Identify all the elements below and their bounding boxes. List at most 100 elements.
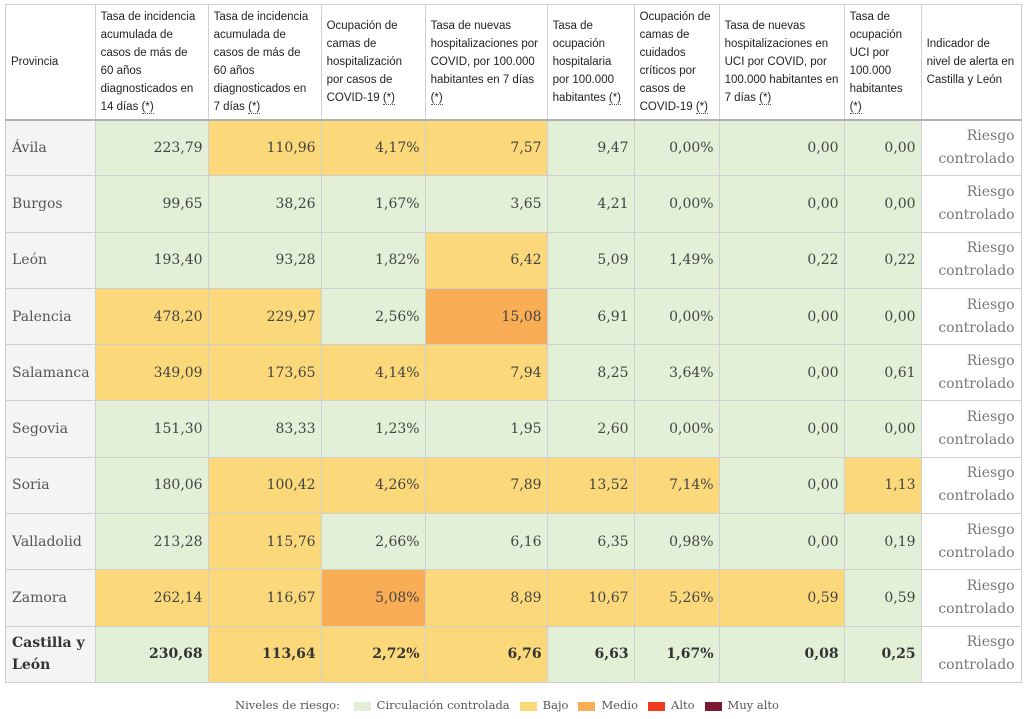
indicator-cell: 13,52	[546, 456, 635, 515]
alert-level-cell: Riesgo controlado	[920, 175, 1022, 233]
indicator-cell: 2,56%	[320, 287, 426, 346]
indicator-cell: 10,67	[546, 569, 635, 627]
indicator-cell: 0,00%	[633, 400, 720, 458]
legend-label: Circulación controlada	[376, 698, 510, 712]
column-header-label: Indicador de nivel de alerta en Castilla…	[926, 37, 1015, 86]
indicator-cell: 0,00%	[633, 175, 720, 233]
province-cell: Segovia	[5, 400, 96, 458]
province-cell: Soria	[5, 456, 96, 515]
indicator-cell: 0,00	[843, 400, 922, 458]
column-header-label: Ocupación de camas de hospitalización po…	[326, 19, 403, 104]
legend-swatch	[519, 701, 537, 711]
province-cell: Castilla y León	[5, 625, 96, 683]
indicator-cell: 0,00	[718, 456, 845, 515]
indicator-cell: 2,72%	[320, 625, 426, 683]
column-header: Tasa de ocupación UCI por 100.000 habita…	[843, 4, 922, 121]
indicator-cell: 1,95	[424, 400, 548, 458]
indicator-cell: 6,35	[546, 513, 635, 571]
indicator-cell: 0,61	[843, 344, 922, 402]
footnote-marker[interactable]: (*)	[382, 91, 395, 105]
footnote-marker[interactable]: (*)	[695, 100, 708, 114]
table-row: Zamora 262,14 116,67 5,08% 8,89 10,67 5,26% 0,5…	[5, 569, 1022, 627]
indicator-cell: 0,00	[718, 287, 845, 346]
indicator-cell: 116,67	[207, 569, 322, 627]
table-row: Ávila 223,79 110,96 4,17% 7,57 9,47 0,00% 0,00 0…	[5, 118, 1022, 177]
alert-level-cell: Riesgo controlado	[920, 400, 1022, 458]
indicator-cell: 0,00%	[633, 287, 720, 346]
total-row: Castilla y León 230,68 113,64 2,72% 6,76 6,63…	[5, 625, 1022, 683]
legend-item: Circulación controlada	[353, 698, 510, 712]
indicator-cell: 0,00%	[633, 118, 720, 177]
indicator-cell: 113,64	[207, 625, 322, 683]
column-header: Provincia	[5, 4, 96, 121]
indicator-cell: 0,59	[843, 569, 922, 627]
table-row: Soria 180,06 100,42 4,26% 7,89 13,52 7,14% 0,00…	[5, 456, 1022, 515]
footnote-marker[interactable]: (*)	[248, 100, 261, 114]
legend-item: Medio	[578, 698, 638, 712]
alert-level-cell: Riesgo controlado	[920, 513, 1022, 571]
footnote-marker[interactable]: (*)	[141, 100, 154, 114]
indicator-cell: 0,00	[718, 344, 845, 402]
indicator-cell: 0,19	[843, 513, 922, 571]
legend-item: Bajo	[519, 698, 569, 712]
table-body: Ávila 223,79 110,96 4,17% 7,57 9,47 0,00% 0,00 0…	[5, 118, 1022, 683]
legend-swatch	[704, 701, 722, 711]
indicator-cell: 115,76	[207, 513, 322, 571]
alert-level-cell: Riesgo controlado	[920, 231, 1022, 289]
column-header-label: Tasa de nuevas hospitalizaciones por COV…	[430, 19, 538, 86]
indicator-cell: 223,79	[94, 118, 209, 177]
indicator-cell: 2,60	[546, 400, 635, 458]
indicators-table-container: Provincia Tasa de incidencia acumulada de…	[5, 4, 1022, 683]
table-row: Burgos 99,65 38,26 1,67% 3,65 4,21 0,00% 0,00 0,…	[5, 175, 1022, 233]
indicator-cell: 0,98%	[633, 513, 720, 571]
column-header-label: Provincia	[11, 55, 59, 68]
column-header: Tasa de ocupación hospitalaria por 100.0…	[546, 4, 635, 121]
indicator-cell: 4,14%	[320, 344, 426, 402]
column-header: Ocupación de camas de hospitalización po…	[320, 4, 426, 121]
footnote-marker[interactable]: (*)	[849, 100, 862, 114]
column-header-label: Tasa de ocupación hospitalaria por 100.0…	[552, 19, 614, 104]
legend-items: Circulación controlada Bajo Medio Alto Muy a…	[353, 697, 789, 712]
covid-indicators-table: Provincia Tasa de incidencia acumulada de…	[5, 4, 1022, 683]
indicator-cell: 0,00	[843, 287, 922, 346]
indicator-cell: 9,47	[546, 118, 635, 177]
indicator-cell: 180,06	[94, 456, 209, 515]
indicator-cell: 8,25	[546, 344, 635, 402]
indicator-cell: 0,00	[718, 513, 845, 571]
column-header: Ocupación de camas de cuidados críticos …	[633, 4, 720, 121]
footnote-marker[interactable]: (*)	[430, 91, 443, 105]
indicator-cell: 6,16	[424, 513, 548, 571]
column-header: Tasa de nuevas hospitalizaciones en UCI …	[718, 4, 845, 121]
indicator-cell: 0,00	[718, 175, 845, 233]
indicator-cell: 38,26	[207, 175, 322, 233]
indicator-cell: 4,17%	[320, 118, 426, 177]
legend-label: Bajo	[542, 698, 569, 712]
indicator-cell: 2,66%	[320, 513, 426, 571]
indicator-cell: 230,68	[94, 625, 209, 683]
table-row: Valladolid 213,28 115,76 2,66% 6,16 6,35 0,98%…	[5, 513, 1022, 571]
indicator-cell: 0,22	[843, 231, 922, 289]
legend-label: Muy alto	[727, 698, 779, 712]
column-header-label: Tasa de incidencia acumulada de casos de…	[100, 10, 196, 113]
risk-legend: Niveles de riesgo: Circulación controlad…	[0, 697, 1024, 712]
indicator-cell: 0,59	[718, 569, 845, 627]
indicator-cell: 173,65	[207, 344, 322, 402]
indicator-cell: 99,65	[94, 175, 209, 233]
indicator-cell: 3,65	[424, 175, 548, 233]
footnote-marker[interactable]: (*)	[608, 91, 621, 105]
indicator-cell: 6,63	[546, 625, 635, 683]
legend-label: Medio	[601, 698, 639, 712]
header-row: Provincia Tasa de incidencia acumulada de…	[5, 4, 1022, 121]
province-cell: Ávila	[5, 118, 96, 177]
column-header: Tasa de incidencia acumulada de casos de…	[207, 4, 322, 121]
indicator-cell: 100,42	[207, 456, 322, 515]
alert-level-cell: Riesgo controlado	[920, 625, 1022, 683]
indicator-cell: 5,08%	[320, 569, 426, 627]
indicator-cell: 151,30	[94, 400, 209, 458]
footnote-marker[interactable]: (*)	[759, 91, 772, 105]
indicator-cell: 5,26%	[633, 569, 720, 627]
table-row: Segovia 151,30 83,33 1,23% 1,95 2,60 0,00% 0,00…	[5, 400, 1022, 458]
table-header: Provincia Tasa de incidencia acumulada de…	[5, 4, 1022, 121]
legend-swatch	[578, 701, 596, 711]
indicator-cell: 1,67%	[633, 625, 720, 683]
